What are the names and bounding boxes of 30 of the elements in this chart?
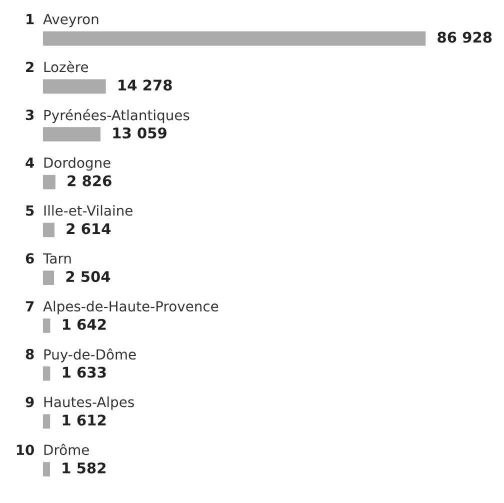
y-tick-label: 10 Drôme bbox=[16, 444, 89, 456]
bar bbox=[43, 270, 54, 285]
data-label: 14 278 bbox=[118, 80, 172, 91]
data-label: 1 633 bbox=[62, 366, 106, 378]
data-label: 86 928 bbox=[438, 32, 492, 43]
bar bbox=[43, 414, 50, 429]
y-tick-label: 5 Ille-et-Vilaine bbox=[26, 205, 132, 216]
y-tick-label: 1 Aveyron bbox=[26, 14, 98, 28]
bar bbox=[43, 366, 50, 381]
data-label: 2 504 bbox=[66, 271, 110, 282]
bar bbox=[43, 174, 56, 190]
y-tick-label: 9 Hautes-Alpes bbox=[26, 396, 134, 410]
y-tick-label: 6 Tarn bbox=[26, 253, 71, 264]
bar bbox=[43, 318, 50, 333]
y-tick-label: 4 Dordogne bbox=[26, 157, 110, 171]
data-label: 1 612 bbox=[62, 414, 106, 426]
bar bbox=[43, 31, 426, 46]
data-label: 2 826 bbox=[68, 175, 112, 186]
data-label: 13 059 bbox=[113, 127, 166, 138]
data-label: 2 614 bbox=[66, 223, 111, 234]
bar bbox=[43, 462, 50, 476]
y-tick-label: 3 Pyrénées-Atlantiques bbox=[26, 109, 190, 124]
bar bbox=[43, 127, 100, 142]
bar bbox=[43, 222, 55, 238]
data-label: 1 582 bbox=[62, 462, 106, 474]
data-label: 1 642 bbox=[62, 318, 106, 330]
y-tick-label: 7 Alpes-de-Haute-Provence bbox=[26, 300, 218, 314]
y-tick-label: 2 Lozère bbox=[26, 60, 88, 72]
y-tick-label: 8 Puy-de-Dôme bbox=[26, 348, 136, 362]
bar bbox=[43, 79, 106, 94]
